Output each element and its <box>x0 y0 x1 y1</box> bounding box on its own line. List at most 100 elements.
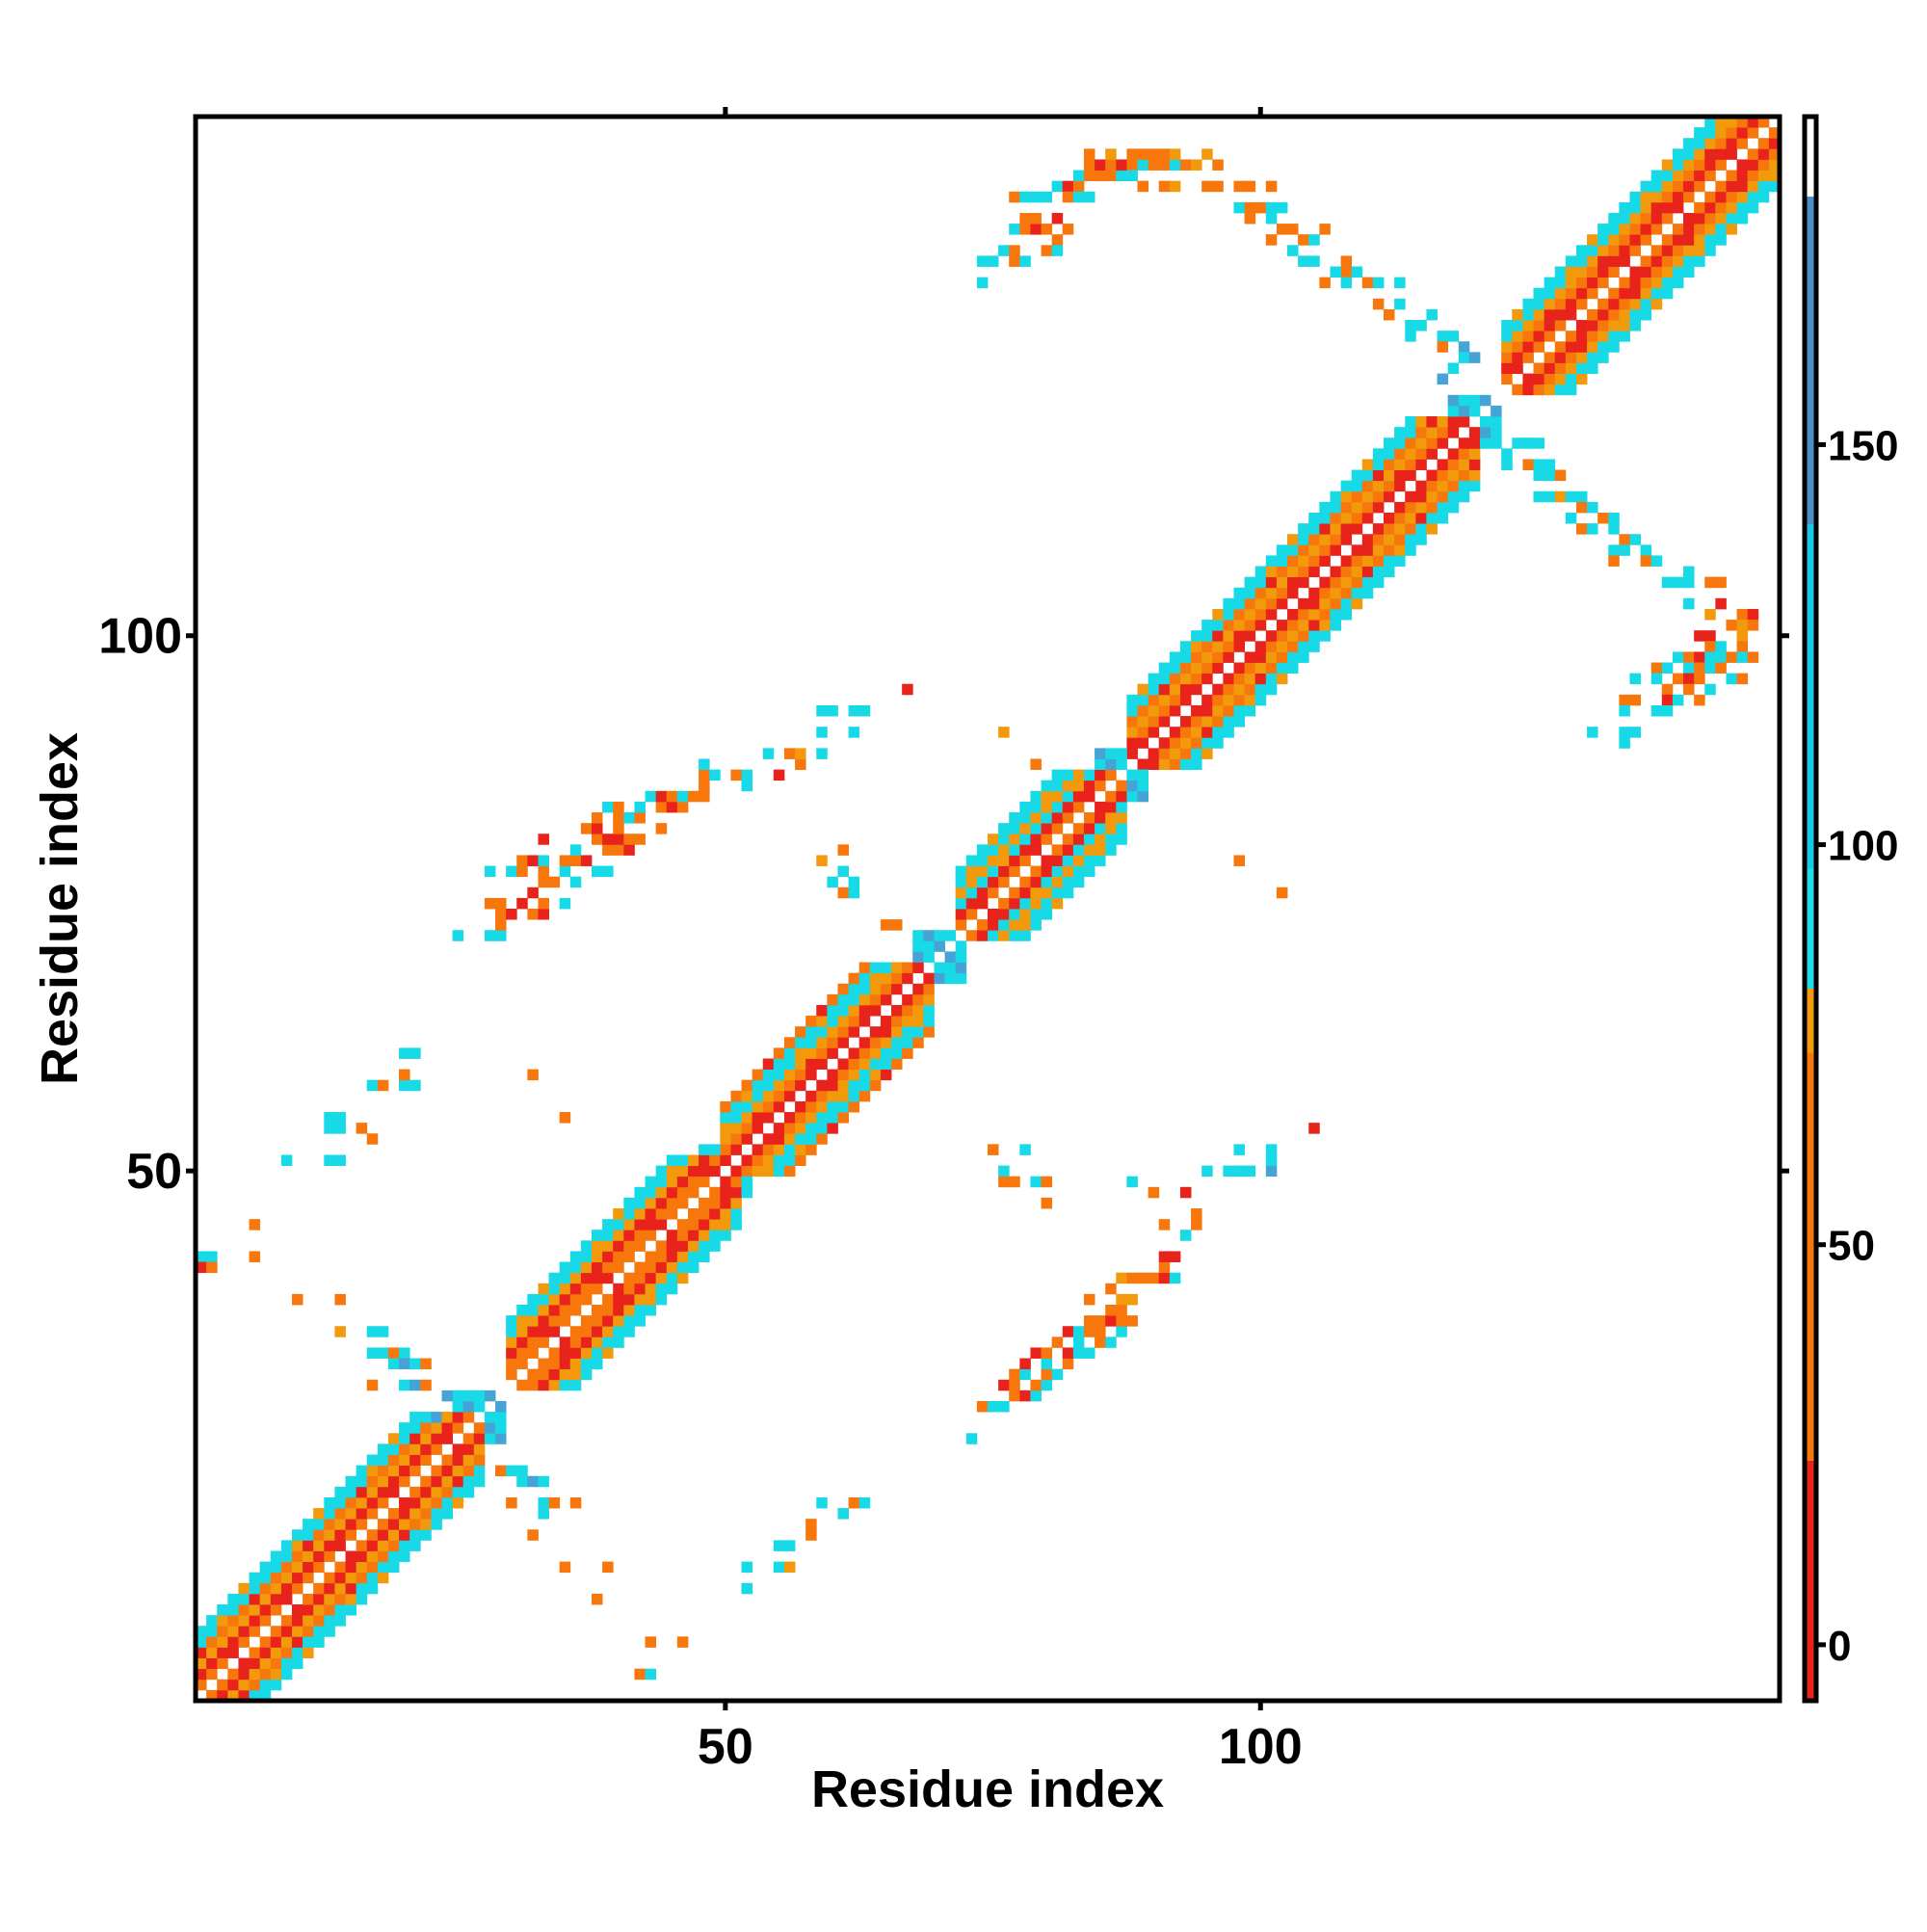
heatmap-cell <box>795 1069 806 1081</box>
heatmap-cell <box>1019 1144 1031 1155</box>
heatmap-cell <box>399 1496 410 1509</box>
heatmap-cell <box>1340 555 1353 567</box>
heatmap-cell <box>1694 630 1705 642</box>
heatmap-cell <box>783 1165 796 1178</box>
heatmap-cell <box>1458 480 1470 492</box>
heatmap-cell <box>1394 277 1406 289</box>
heatmap-cell <box>280 1561 293 1574</box>
heatmap-cell <box>196 1626 207 1637</box>
heatmap-cell <box>602 1337 614 1348</box>
heatmap-cell <box>559 1305 571 1316</box>
heatmap-cell <box>280 1647 293 1658</box>
heatmap-cell <box>1009 1176 1020 1188</box>
heatmap-cell <box>1019 909 1031 920</box>
heatmap-cell <box>580 1240 593 1252</box>
heatmap-cell <box>1544 469 1556 482</box>
heatmap-cell <box>366 1079 379 1092</box>
heatmap-cell <box>1041 1379 1053 1391</box>
heatmap-cell <box>1704 224 1716 235</box>
heatmap-cell <box>1415 437 1427 449</box>
heatmap-cell <box>613 1219 624 1231</box>
heatmap-cell <box>816 1100 828 1113</box>
heatmap-cell <box>1126 704 1138 717</box>
heatmap-cell <box>762 1144 775 1155</box>
heatmap-cell <box>1384 566 1395 578</box>
heatmap-cell <box>1405 501 1416 514</box>
heatmap-cell <box>902 1047 913 1059</box>
heatmap-cell <box>773 1047 785 1059</box>
heatmap-cell <box>1608 245 1620 256</box>
heatmap-cell <box>441 1486 453 1498</box>
heatmap-cell <box>1394 459 1406 470</box>
heatmap-cell <box>1212 630 1224 642</box>
heatmap-cell <box>1340 490 1353 503</box>
heatmap-cell <box>1726 127 1737 139</box>
heatmap-cell <box>377 1079 389 1092</box>
heatmap-cell <box>1298 234 1309 246</box>
heatmap-cell <box>1233 1165 1245 1178</box>
heatmap-cell <box>1426 469 1438 482</box>
heatmap-cell <box>1757 117 1770 128</box>
heatmap-cell <box>1030 1176 1042 1188</box>
heatmap-cell <box>1287 544 1299 556</box>
heatmap-cell <box>613 1315 624 1327</box>
heatmap-cell <box>313 1561 325 1574</box>
heatmap-cell <box>1083 834 1095 845</box>
heatmap-cell <box>313 1604 325 1616</box>
heatmap-cell <box>1223 683 1234 696</box>
heatmap-cell <box>613 1240 624 1252</box>
heatmap-cell <box>699 1144 710 1155</box>
heatmap-cell <box>1608 331 1620 342</box>
heatmap-cell <box>1661 212 1674 225</box>
heatmap-cell <box>1308 255 1320 267</box>
heatmap-cell <box>741 1133 753 1145</box>
heatmap-cell <box>837 993 849 1006</box>
heatmap-cell <box>441 1412 453 1423</box>
heatmap-cell <box>709 769 721 781</box>
heatmap-cell <box>1587 320 1598 331</box>
heatmap-cell <box>1276 662 1288 675</box>
heatmap-cell <box>634 1305 646 1316</box>
heatmap-cell <box>645 1261 657 1274</box>
heatmap-cell <box>1116 758 1127 770</box>
heatmap-cell <box>452 1475 464 1488</box>
heatmap-cell <box>324 1154 335 1166</box>
heatmap-cell <box>709 1230 721 1241</box>
heatmap-cell <box>1116 823 1127 834</box>
heatmap-cell <box>1158 180 1171 193</box>
heatmap-cell <box>1533 459 1545 470</box>
heatmap-cell <box>1704 191 1716 203</box>
x-tick-label: 50 <box>698 1719 753 1775</box>
heatmap-cell <box>1672 576 1684 589</box>
heatmap-cell <box>1254 673 1267 685</box>
heatmap-cell <box>827 1123 838 1134</box>
heatmap-cell <box>334 1326 346 1337</box>
heatmap-cell <box>1458 394 1470 407</box>
heatmap-cell <box>1158 737 1171 749</box>
heatmap-cell <box>858 1016 871 1027</box>
heatmap-cell <box>965 887 978 899</box>
heatmap-cell <box>1095 812 1106 824</box>
heatmap-cell <box>1361 501 1374 514</box>
heatmap-cell <box>1009 909 1020 920</box>
heatmap-cell <box>1287 576 1299 589</box>
heatmap-cell <box>1179 727 1192 738</box>
heatmap-cell <box>1747 620 1759 631</box>
heatmap-cell <box>377 1326 389 1337</box>
heatmap-cell <box>548 1272 561 1284</box>
heatmap-cell <box>923 1016 935 1027</box>
heatmap-cell <box>1384 459 1395 470</box>
heatmap-cell <box>399 1475 410 1488</box>
heatmap-cell <box>538 1358 549 1370</box>
heatmap-cell <box>1384 513 1395 524</box>
heatmap-cell <box>880 1026 892 1038</box>
heatmap-cell <box>1051 180 1064 193</box>
heatmap-cell <box>730 1176 742 1188</box>
heatmap-cell <box>1212 727 1224 738</box>
heatmap-cell <box>227 1647 239 1658</box>
heatmap-cell <box>377 1475 389 1488</box>
heatmap-cell <box>1137 790 1149 803</box>
heatmap-cell <box>666 1283 678 1295</box>
heatmap-cell <box>783 1037 796 1048</box>
